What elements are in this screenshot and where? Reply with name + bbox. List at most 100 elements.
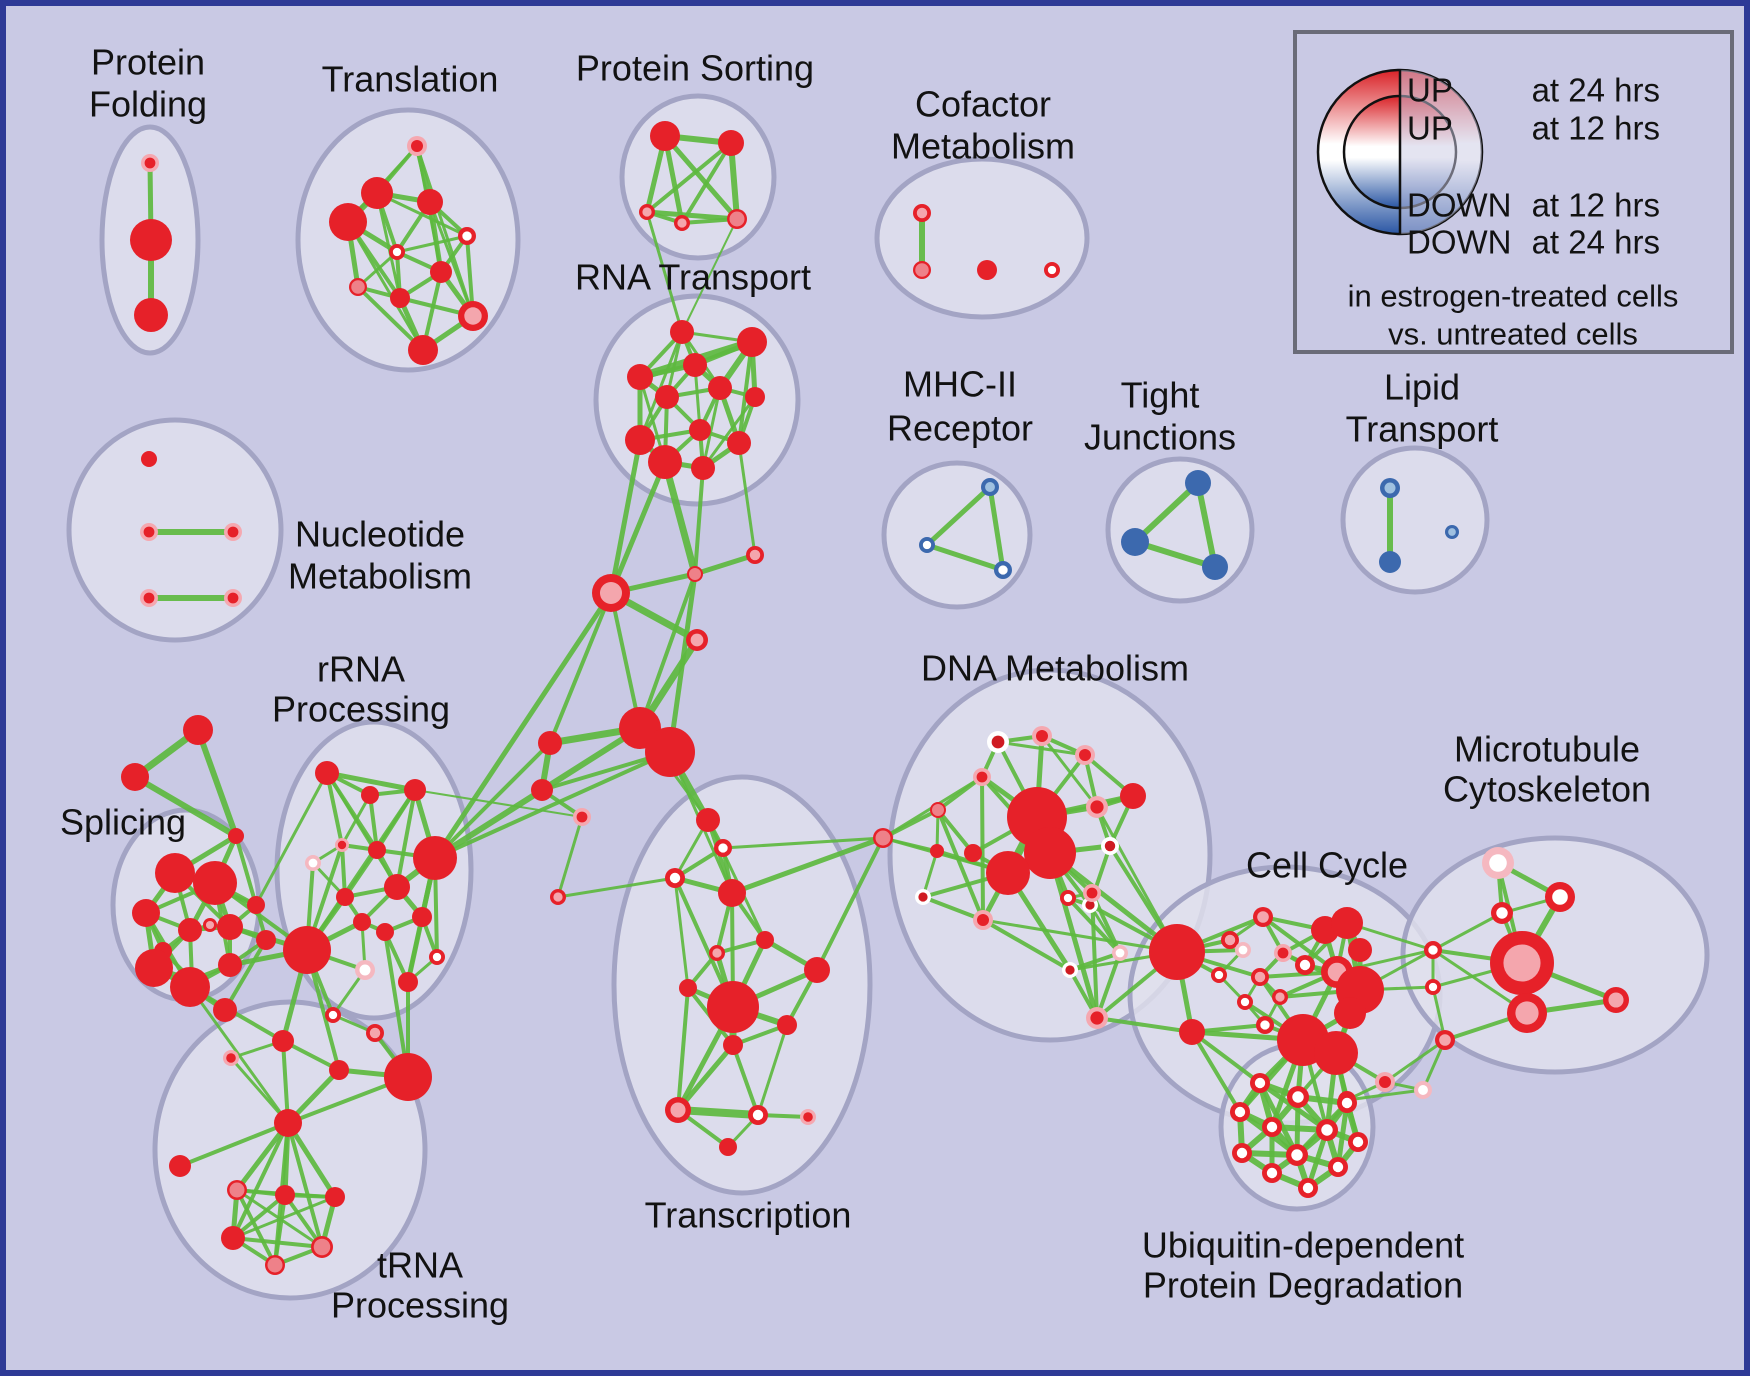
interaction-edge bbox=[681, 218, 738, 333]
interaction-edge bbox=[662, 133, 740, 222]
cluster-label-nucleotide-metabolism: Metabolism bbox=[288, 556, 472, 597]
cluster-label-ubiquitin-degradation: Ubiquitin-dependent bbox=[1142, 1225, 1464, 1266]
gene-node-core bbox=[599, 581, 623, 605]
gene-node-ring bbox=[329, 203, 367, 241]
gene-node-ring bbox=[134, 298, 168, 332]
gene-node-core bbox=[226, 1053, 236, 1063]
gene-node-core bbox=[1292, 1091, 1304, 1103]
gene-node-core bbox=[729, 211, 745, 227]
interaction-edge bbox=[1132, 480, 1201, 545]
interaction-edge bbox=[229, 1056, 290, 1125]
legend-caption: vs. untreated cells bbox=[1388, 317, 1638, 352]
interaction-edge bbox=[1095, 951, 1122, 1020]
gene-node-ring bbox=[804, 957, 830, 983]
gene-node-core bbox=[1238, 945, 1248, 955]
interaction-edge bbox=[1095, 1016, 1194, 1034]
legend-time-label: at 12 hrs bbox=[1532, 110, 1660, 147]
cluster-label-translation: Translation bbox=[322, 59, 499, 100]
gene-node-ring bbox=[1379, 551, 1401, 573]
gene-node-ring bbox=[627, 364, 653, 390]
interaction-edge bbox=[721, 836, 885, 850]
interaction-edge bbox=[692, 552, 758, 577]
gene-node-ring bbox=[398, 972, 418, 992]
gene-node-ring bbox=[531, 779, 553, 801]
gene-node-ring bbox=[679, 979, 697, 997]
gene-node-ring bbox=[745, 387, 765, 407]
gene-node-core bbox=[1384, 482, 1396, 494]
gene-node-ring bbox=[1202, 554, 1228, 580]
gene-node-ring bbox=[390, 288, 410, 308]
gene-node-core bbox=[1254, 1077, 1266, 1089]
interaction-edge bbox=[924, 484, 993, 548]
gene-node-core bbox=[712, 948, 722, 958]
gene-node-ring bbox=[329, 1060, 349, 1080]
gene-node-ring bbox=[719, 1138, 737, 1156]
gene-node-core bbox=[337, 840, 347, 850]
cluster-label-splicing: Splicing bbox=[60, 802, 186, 843]
gene-node-core bbox=[1090, 800, 1104, 814]
gene-node-core bbox=[227, 592, 239, 604]
interaction-edge bbox=[231, 1236, 324, 1249]
interaction-edge bbox=[223, 938, 268, 1012]
interaction-edge bbox=[731, 1043, 760, 1117]
interaction-edge bbox=[680, 141, 733, 225]
gene-node-ring bbox=[384, 1053, 432, 1101]
gene-node-ring bbox=[683, 353, 707, 377]
interaction-edge bbox=[667, 571, 698, 755]
gene-node-ring bbox=[336, 888, 354, 906]
cluster-label-protein-sorting: Protein Sorting bbox=[576, 48, 814, 89]
cluster-label-cofactor-metabolism: Metabolism bbox=[891, 126, 1075, 167]
gene-node-ring bbox=[538, 731, 562, 755]
gene-node-core bbox=[1299, 959, 1311, 971]
interaction-edge bbox=[286, 1121, 324, 1249]
cluster-label-protein-folding: Folding bbox=[89, 84, 207, 125]
gene-node-core bbox=[229, 1182, 245, 1198]
gene-node-core bbox=[227, 526, 239, 538]
interaction-edge bbox=[395, 234, 469, 254]
gene-node-ring bbox=[169, 1155, 191, 1177]
gene-node-core bbox=[1418, 1085, 1428, 1095]
interaction-edge bbox=[981, 918, 1179, 954]
gene-node-core bbox=[267, 1257, 283, 1273]
interaction-edge bbox=[921, 849, 939, 899]
interaction-edge bbox=[609, 591, 642, 730]
interaction-edge bbox=[661, 458, 699, 578]
gene-node-ring bbox=[718, 879, 746, 907]
interaction-edge bbox=[231, 1121, 290, 1240]
gene-node-core bbox=[576, 811, 588, 823]
gene-node-core bbox=[464, 307, 482, 325]
gene-node-ring bbox=[135, 949, 173, 987]
gene-node-ring bbox=[368, 841, 386, 859]
cluster-ellipse-cofactor-metabolism bbox=[874, 156, 1090, 320]
gene-node-ring bbox=[256, 930, 276, 950]
gene-node-ring bbox=[275, 1185, 295, 1205]
cluster-label-dna-metabolism: DNA Metabolism bbox=[921, 648, 1189, 689]
gene-node-ring bbox=[376, 923, 394, 941]
gene-node-core bbox=[1439, 1034, 1451, 1046]
gene-node-ring bbox=[708, 376, 732, 400]
interaction-edge bbox=[1190, 1030, 1262, 1085]
gene-node-core bbox=[1063, 893, 1073, 903]
gene-node-ring bbox=[132, 899, 160, 927]
interaction-edge bbox=[432, 590, 614, 861]
gene-node-core bbox=[985, 482, 995, 492]
gene-node-ring bbox=[727, 431, 751, 455]
cluster-label-tight-junctions: Tight bbox=[1121, 375, 1200, 416]
legend: UP at 24 hrs UP at 12 hrs DOWN at 12 hrs DOWN a… bbox=[1293, 30, 1734, 354]
legend-box bbox=[1293, 30, 1734, 354]
gene-node-ring bbox=[361, 786, 379, 804]
interaction-edge bbox=[195, 727, 239, 839]
gene-node-ring bbox=[430, 261, 452, 283]
gene-node-core bbox=[998, 565, 1008, 575]
gene-node-ring bbox=[930, 844, 944, 858]
interaction-edge bbox=[325, 771, 344, 847]
gene-node-ring bbox=[1331, 907, 1363, 939]
gene-node-ring bbox=[1120, 783, 1146, 809]
gene-node-ring bbox=[756, 931, 774, 949]
gene-node-core bbox=[1448, 528, 1456, 536]
interaction-edge bbox=[756, 1023, 789, 1117]
cluster-label-lipid-transport: Lipid bbox=[1384, 367, 1460, 408]
